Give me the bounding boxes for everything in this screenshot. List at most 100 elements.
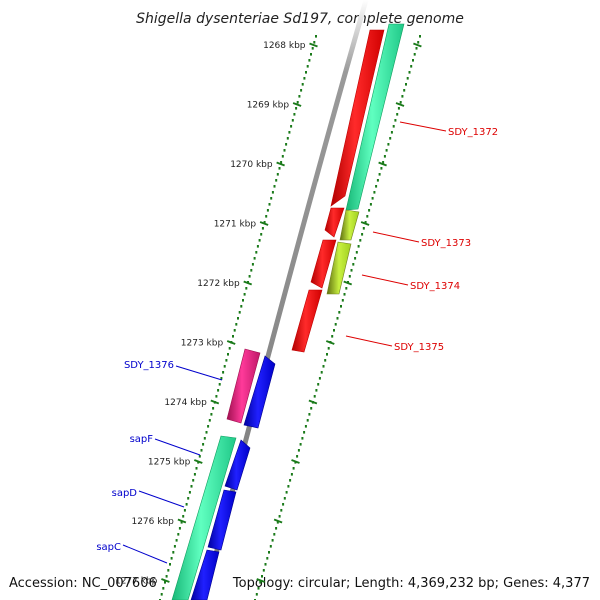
ring-dot <box>263 221 266 224</box>
feature-sapc-gene[interactable] <box>190 549 220 600</box>
ring-dot <box>299 443 302 446</box>
ring-dot <box>200 449 203 452</box>
ring-dot <box>338 311 341 314</box>
ring-dot <box>188 491 191 494</box>
gene-label-sdy-1372[interactable]: SDY_1372 <box>399 121 498 138</box>
ring-dot <box>276 521 279 524</box>
feature-sdy-1374-gene[interactable] <box>326 241 352 295</box>
ring-dot <box>415 47 418 50</box>
ring-dot <box>396 113 399 116</box>
ring-dot <box>401 95 404 98</box>
ring-dot <box>412 59 414 62</box>
feature-sdy-1376-pseudo[interactable] <box>226 348 261 424</box>
ring-dot <box>410 65 413 68</box>
ring-dot <box>378 173 381 176</box>
ring-dot <box>215 395 218 398</box>
ring-dot <box>237 317 239 320</box>
ring-dot <box>183 509 186 512</box>
ring-dot <box>408 71 411 74</box>
ring-dot <box>371 197 374 200</box>
gene-label-text: SDY_1374 <box>410 281 460 292</box>
ring-dot <box>397 107 400 110</box>
ring-dot <box>227 353 229 356</box>
feature-sapd-gene[interactable] <box>207 489 237 551</box>
ring-dot <box>345 287 348 290</box>
major-tick <box>177 518 187 524</box>
ring-dot <box>235 323 238 326</box>
ring-dot <box>327 347 330 350</box>
ring-dot <box>336 317 339 320</box>
feature-sap-operon-cds[interactable] <box>171 435 237 600</box>
ring-dot <box>259 581 262 584</box>
ring-dot <box>311 47 314 50</box>
ring-dot <box>266 557 269 560</box>
feature-sdy-1375-cds[interactable] <box>291 289 323 353</box>
ring-dot <box>403 89 406 92</box>
ring-dot <box>306 419 309 422</box>
ring-dot <box>260 233 263 236</box>
ring-dot <box>240 305 243 308</box>
ring-dot <box>376 179 379 182</box>
ring-dot <box>289 479 292 482</box>
ring-dot <box>198 455 201 458</box>
gene-label-sapc[interactable]: sapC <box>96 542 168 564</box>
ring-dot <box>359 239 362 242</box>
feature-sapf-gene[interactable] <box>224 439 251 491</box>
ring-dot <box>261 227 264 230</box>
ring-dot <box>164 581 166 584</box>
gene-label-sapd[interactable]: sapD <box>112 488 185 508</box>
ring-dot <box>405 83 407 86</box>
ring-dot <box>280 161 283 164</box>
feature-sdy-1372-cds[interactable] <box>330 29 385 207</box>
ring-dot <box>182 515 185 518</box>
ring-dot <box>282 503 285 506</box>
ring-dot <box>207 425 210 428</box>
ring-dot <box>301 83 304 86</box>
ring-dot <box>318 377 321 380</box>
gene-label-sdy-1373[interactable]: SDY_1373 <box>372 231 471 249</box>
ring-dot <box>243 293 246 296</box>
ring-dot <box>287 485 290 488</box>
ring-dot <box>413 53 416 56</box>
ring-dot <box>313 395 316 398</box>
major-tick <box>325 340 335 345</box>
feature-sdy-1373-cds[interactable] <box>324 207 345 238</box>
feature-sdy-1372-gene[interactable] <box>345 23 405 211</box>
gene-label-sdy-1375[interactable]: SDY_1375 <box>345 335 444 353</box>
ring-dot <box>178 527 181 530</box>
ring-dot <box>320 371 323 374</box>
ring-dot <box>210 413 213 416</box>
ring-dot <box>286 137 289 140</box>
map-title: Shigella dysenteriae Sd197, complete gen… <box>136 11 464 27</box>
gene-label-sapf[interactable]: sapF <box>130 434 201 456</box>
ring-dot <box>399 101 402 104</box>
gene-label-text: sapF <box>130 434 154 445</box>
ring-dot <box>340 305 342 308</box>
tick-label: 1277 kbp <box>115 577 158 587</box>
ring-dot <box>177 533 180 536</box>
ring-dot <box>195 467 198 470</box>
ring-dot <box>362 227 365 230</box>
ring-dot <box>169 563 171 566</box>
ring-dot <box>285 491 288 494</box>
tick-labels: 1268 kbp 1269 kbp 1270 kbp 1271 kbp 1272 kbp… <box>115 41 422 587</box>
ring-dot <box>394 119 397 122</box>
ring-dot <box>202 443 205 446</box>
ring-dot <box>175 539 178 542</box>
ring-dot <box>364 221 367 224</box>
gene-label-sdy-1374[interactable]: SDY_1374 <box>361 274 460 292</box>
ring-dot <box>165 575 168 578</box>
inner-tick-ring <box>159 35 317 600</box>
gene-label-text: SDY_1376 <box>124 360 174 371</box>
major-tick <box>210 399 220 405</box>
feature-sdy-1374-cds[interactable] <box>310 239 337 289</box>
gene-label-sdy-1376[interactable]: SDY_1376 <box>124 360 223 381</box>
ring-dot <box>275 527 278 530</box>
ring-dot <box>355 251 358 254</box>
ring-dot <box>306 65 309 68</box>
ring-dot <box>281 155 284 158</box>
ring-dot <box>298 95 301 98</box>
feature-sdy-1373-gene[interactable] <box>339 209 360 241</box>
feature-sdy-1376-gene[interactable] <box>243 355 276 429</box>
